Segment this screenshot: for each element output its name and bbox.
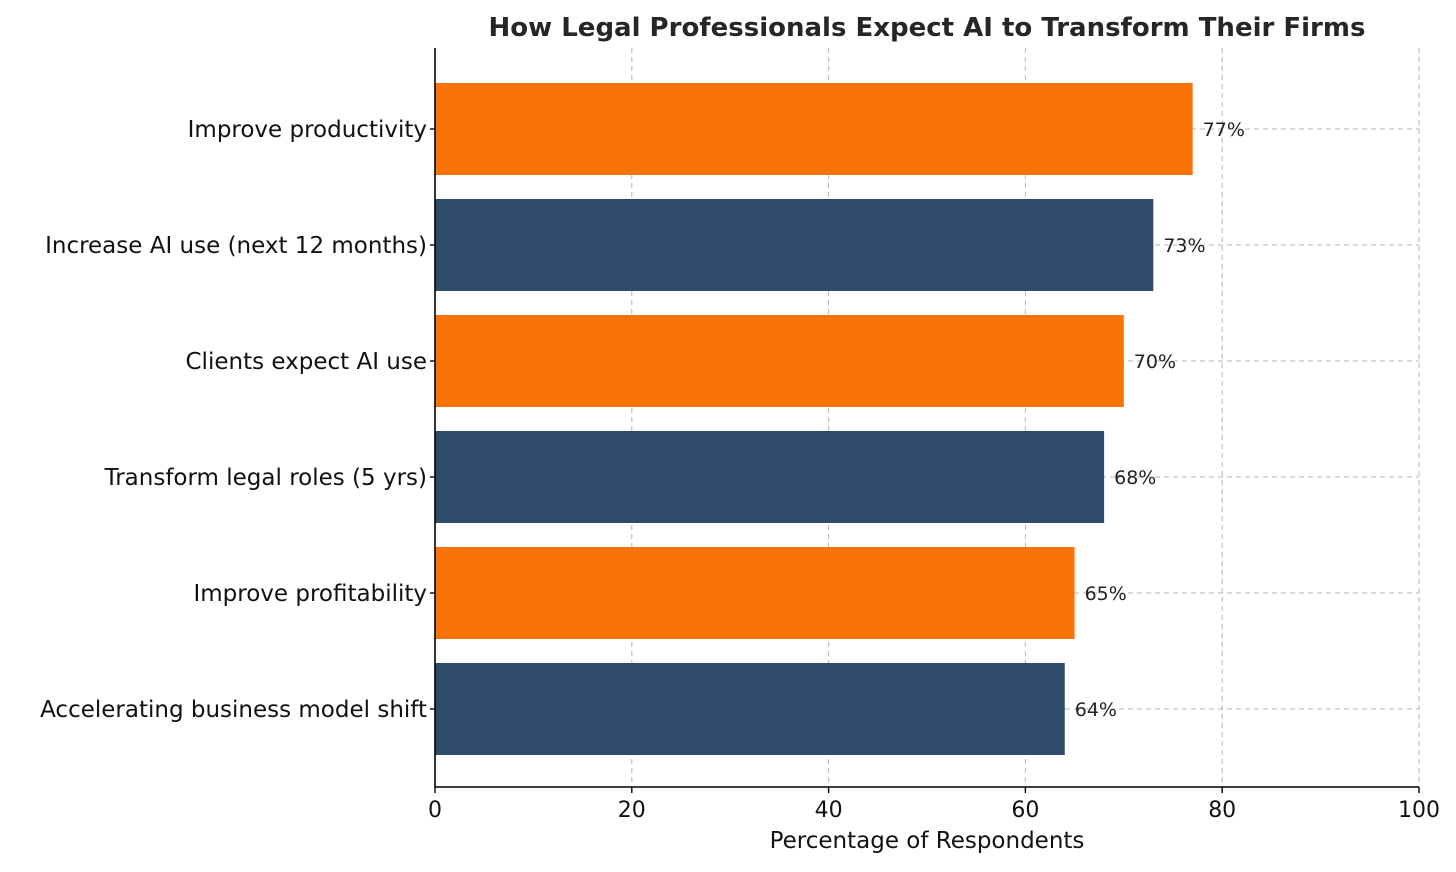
axes — [430, 48, 1420, 793]
value-label: 77% — [1203, 119, 1245, 141]
bar — [435, 663, 1065, 755]
x-tick-label: 100 — [1398, 798, 1440, 823]
chart-title: How Legal Professionals Expect AI to Tra… — [489, 13, 1366, 43]
x-tick-label: 80 — [1208, 798, 1236, 823]
category-label: Accelerating business model shift — [40, 697, 427, 723]
x-tick-label: 60 — [1011, 798, 1039, 823]
category-label: Transform legal roles (5 yrs) — [104, 465, 427, 491]
value-label: 65% — [1085, 583, 1127, 605]
bar — [435, 431, 1105, 523]
bars — [435, 83, 1193, 755]
category-label: Improve productivity — [188, 117, 427, 143]
category-label: Clients expect AI use — [186, 349, 428, 375]
x-axis-title: Percentage of Respondents — [770, 828, 1085, 854]
value-label: 73% — [1163, 235, 1205, 257]
category-label: Increase AI use (next 12 months) — [45, 233, 427, 259]
value-label: 64% — [1075, 699, 1117, 721]
bar — [435, 315, 1124, 407]
x-tick-label: 20 — [618, 798, 646, 823]
bar — [435, 83, 1193, 175]
x-tick-label: 0 — [428, 798, 442, 823]
category-label: Improve profitability — [193, 581, 427, 607]
x-tick-label: 40 — [815, 798, 843, 823]
labels: 77% Improve productivity 73% Increase AI us… — [40, 117, 1440, 823]
bar — [435, 547, 1075, 639]
value-label: 70% — [1134, 351, 1176, 373]
bar — [435, 199, 1154, 291]
value-label: 68% — [1114, 467, 1156, 489]
